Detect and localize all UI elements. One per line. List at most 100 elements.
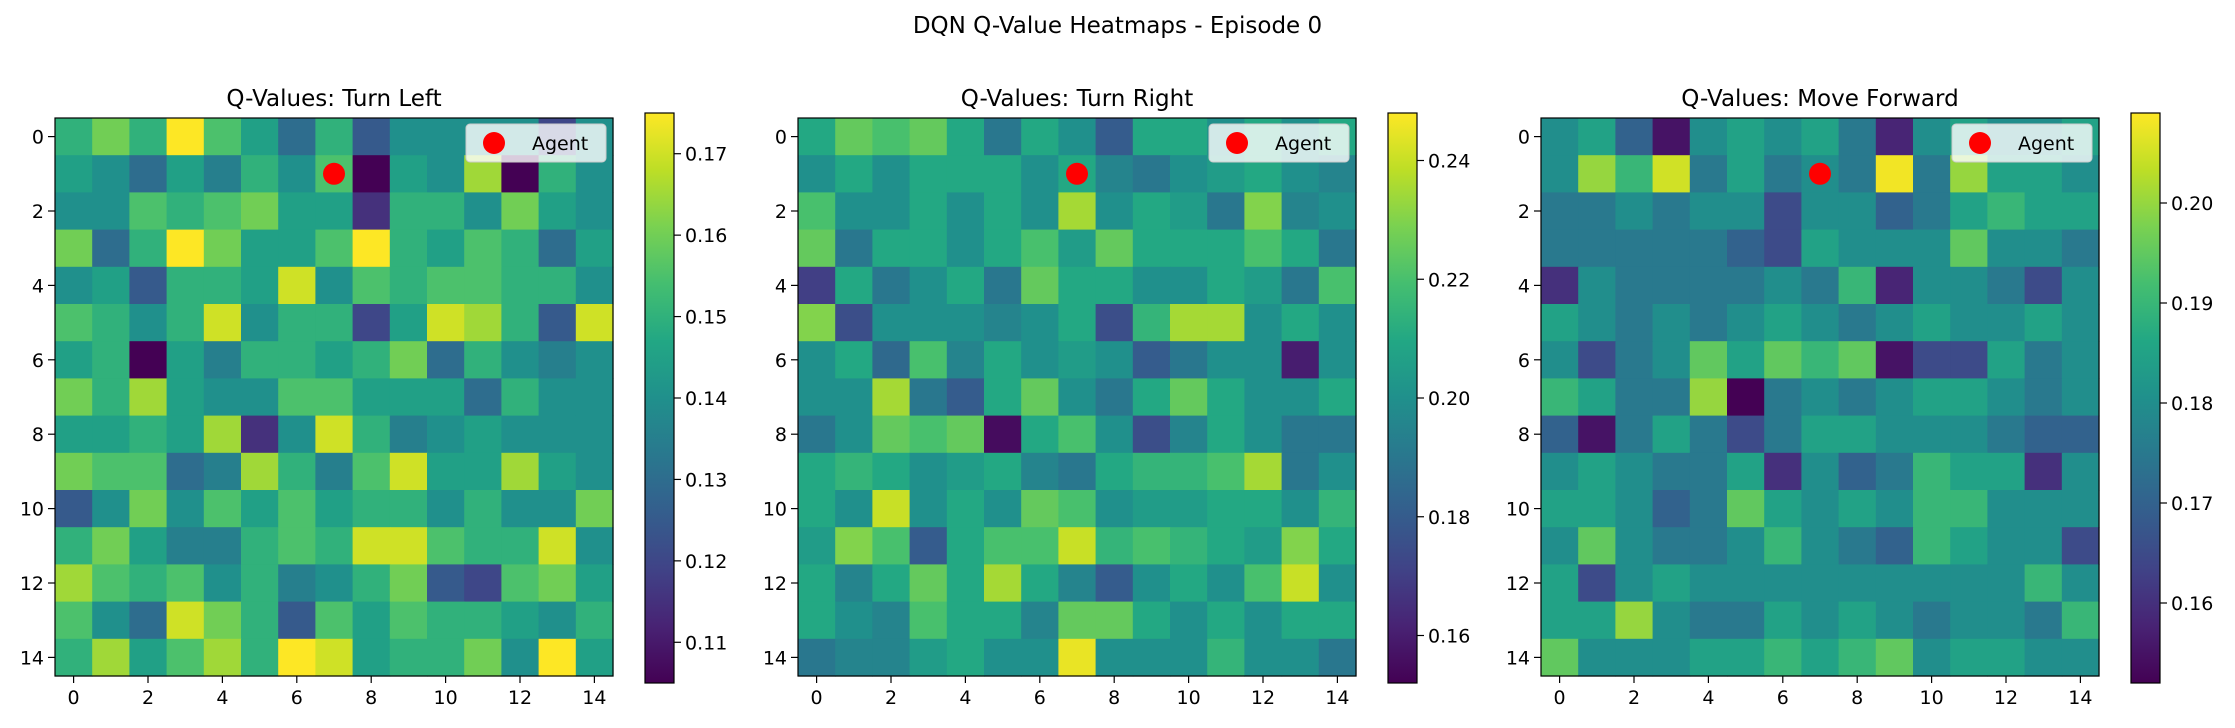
- heatmap-cell: [575, 564, 614, 603]
- heatmap-cell: [241, 452, 279, 491]
- heatmap-cell: [1021, 192, 1059, 231]
- heatmap-cell: [1058, 452, 1097, 491]
- heatmap-cell: [1541, 192, 1579, 231]
- heatmap-cell: [1281, 452, 1320, 491]
- heatmap-cell: [1132, 564, 1171, 603]
- heatmap-cell: [278, 490, 316, 528]
- heatmap-cell: [538, 601, 577, 640]
- heatmap-cell: [1578, 527, 1616, 565]
- heatmap-cell: [1058, 564, 1097, 603]
- heatmap-cell: [389, 638, 428, 677]
- heatmap-cell: [835, 341, 873, 379]
- heatmap-cell: [909, 266, 948, 305]
- heatmap-cell: [984, 527, 1022, 565]
- heatmap-cell: [92, 118, 130, 156]
- heatmap-cell: [1838, 638, 1877, 677]
- heatmap-cell: [1095, 527, 1134, 565]
- heatmap-cell: [315, 638, 354, 677]
- heatmap-cell: [1281, 490, 1320, 528]
- heatmap-cell: [835, 527, 873, 565]
- heatmap-cell: [1170, 266, 1208, 305]
- heatmap-cell: [1987, 192, 2026, 231]
- heatmap-cell: [1281, 192, 1320, 231]
- heatmap-cell: [909, 452, 948, 491]
- heatmap-cell: [1207, 229, 1245, 268]
- heatmap-cell: [129, 527, 168, 565]
- heatmap-cell: [203, 304, 242, 342]
- heatmap-cell: [241, 601, 279, 640]
- heatmap-cell: [872, 564, 911, 603]
- heatmap-cell: [1987, 304, 2026, 342]
- heatmap-cell: [984, 229, 1022, 268]
- heatmap-cell: [575, 415, 614, 454]
- heatmap-cell: [835, 564, 873, 603]
- heatmap-cell: [92, 415, 130, 454]
- legend-label: Agent: [1275, 133, 1331, 155]
- heatmap-cell: [1689, 118, 1728, 156]
- heatmap-cell: [1021, 415, 1059, 454]
- heatmap-cell: [1987, 638, 2026, 677]
- y-tick-label: 6: [775, 350, 787, 372]
- heatmap-cell: [1764, 229, 1802, 268]
- heatmap-cell: [501, 229, 540, 268]
- heatmap-cell: [241, 490, 279, 528]
- heatmap-cell: [1095, 452, 1134, 491]
- heatmap-cell: [1987, 490, 2026, 528]
- heatmap-cell: [1021, 266, 1059, 305]
- heatmap-cell: [241, 266, 279, 305]
- x-tick-label: 10: [1920, 687, 1944, 709]
- heatmap-cell: [1913, 527, 1951, 565]
- y-tick-label: 0: [775, 127, 787, 149]
- heatmap-cell: [1615, 564, 1654, 603]
- heatmap-cell: [166, 490, 205, 528]
- heatmap-cell: [55, 415, 93, 454]
- heatmap-cells: [1541, 118, 2100, 677]
- colorbar-tick-label: 0.13: [685, 469, 727, 491]
- heatmap-cell: [946, 452, 985, 491]
- heatmap-cell: [315, 118, 354, 156]
- colorbar-tick-label: 0.20: [1428, 388, 1470, 410]
- heatmap-cell: [166, 452, 205, 491]
- agent-marker: [323, 162, 345, 185]
- heatmap-cell: [1578, 415, 1616, 454]
- heatmap-cell: [1132, 415, 1171, 454]
- heatmap-cell: [203, 266, 242, 305]
- heatmap-cell: [984, 192, 1022, 231]
- heatmap-cell: [1244, 229, 1283, 268]
- heatmap-cell: [1318, 378, 1357, 417]
- heatmap-cell: [872, 378, 911, 417]
- heatmap-cell: [2061, 341, 2100, 379]
- heatmap-cell: [1950, 229, 1988, 268]
- heatmap-cell: [1021, 118, 1059, 156]
- heatmap-cell: [2061, 415, 2100, 454]
- heatmap-cell: [1689, 304, 1728, 342]
- heatmap-cell: [1058, 638, 1097, 677]
- y-tick-label: 10: [20, 499, 44, 521]
- heatmap-cell: [92, 490, 130, 528]
- heatmap-cell: [2024, 601, 2063, 640]
- heatmap-cell: [1875, 266, 1914, 305]
- heatmap-cell: [2024, 341, 2063, 379]
- heatmap-cell: [166, 304, 205, 342]
- heatmap-cell: [1950, 638, 1988, 677]
- heatmap-cell: [1652, 118, 1691, 156]
- heatmap-cell: [1132, 527, 1171, 565]
- heatmap-cell: [1541, 564, 1579, 603]
- heatmap-cell: [1244, 341, 1283, 379]
- heatmap-cell: [2024, 266, 2063, 305]
- x-tick-label: 6: [1034, 687, 1046, 709]
- heatmap-cell: [352, 155, 391, 193]
- heatmap-cell: [1207, 266, 1245, 305]
- heatmap-cell: [389, 229, 428, 268]
- heatmap-cell: [129, 229, 168, 268]
- heatmap-cell: [2061, 192, 2100, 231]
- heatmap-cell: [203, 155, 242, 193]
- heatmap-cell: [1281, 229, 1320, 268]
- legend-agent-marker: [1969, 132, 1991, 154]
- heatmap-cell: [946, 229, 985, 268]
- heatmap-cell: [1727, 229, 1765, 268]
- heatmap-cell: [1801, 118, 1840, 156]
- heatmap-cell: [55, 118, 93, 156]
- heatmap-cell: [2024, 378, 2063, 417]
- heatmap-cell: [315, 527, 354, 565]
